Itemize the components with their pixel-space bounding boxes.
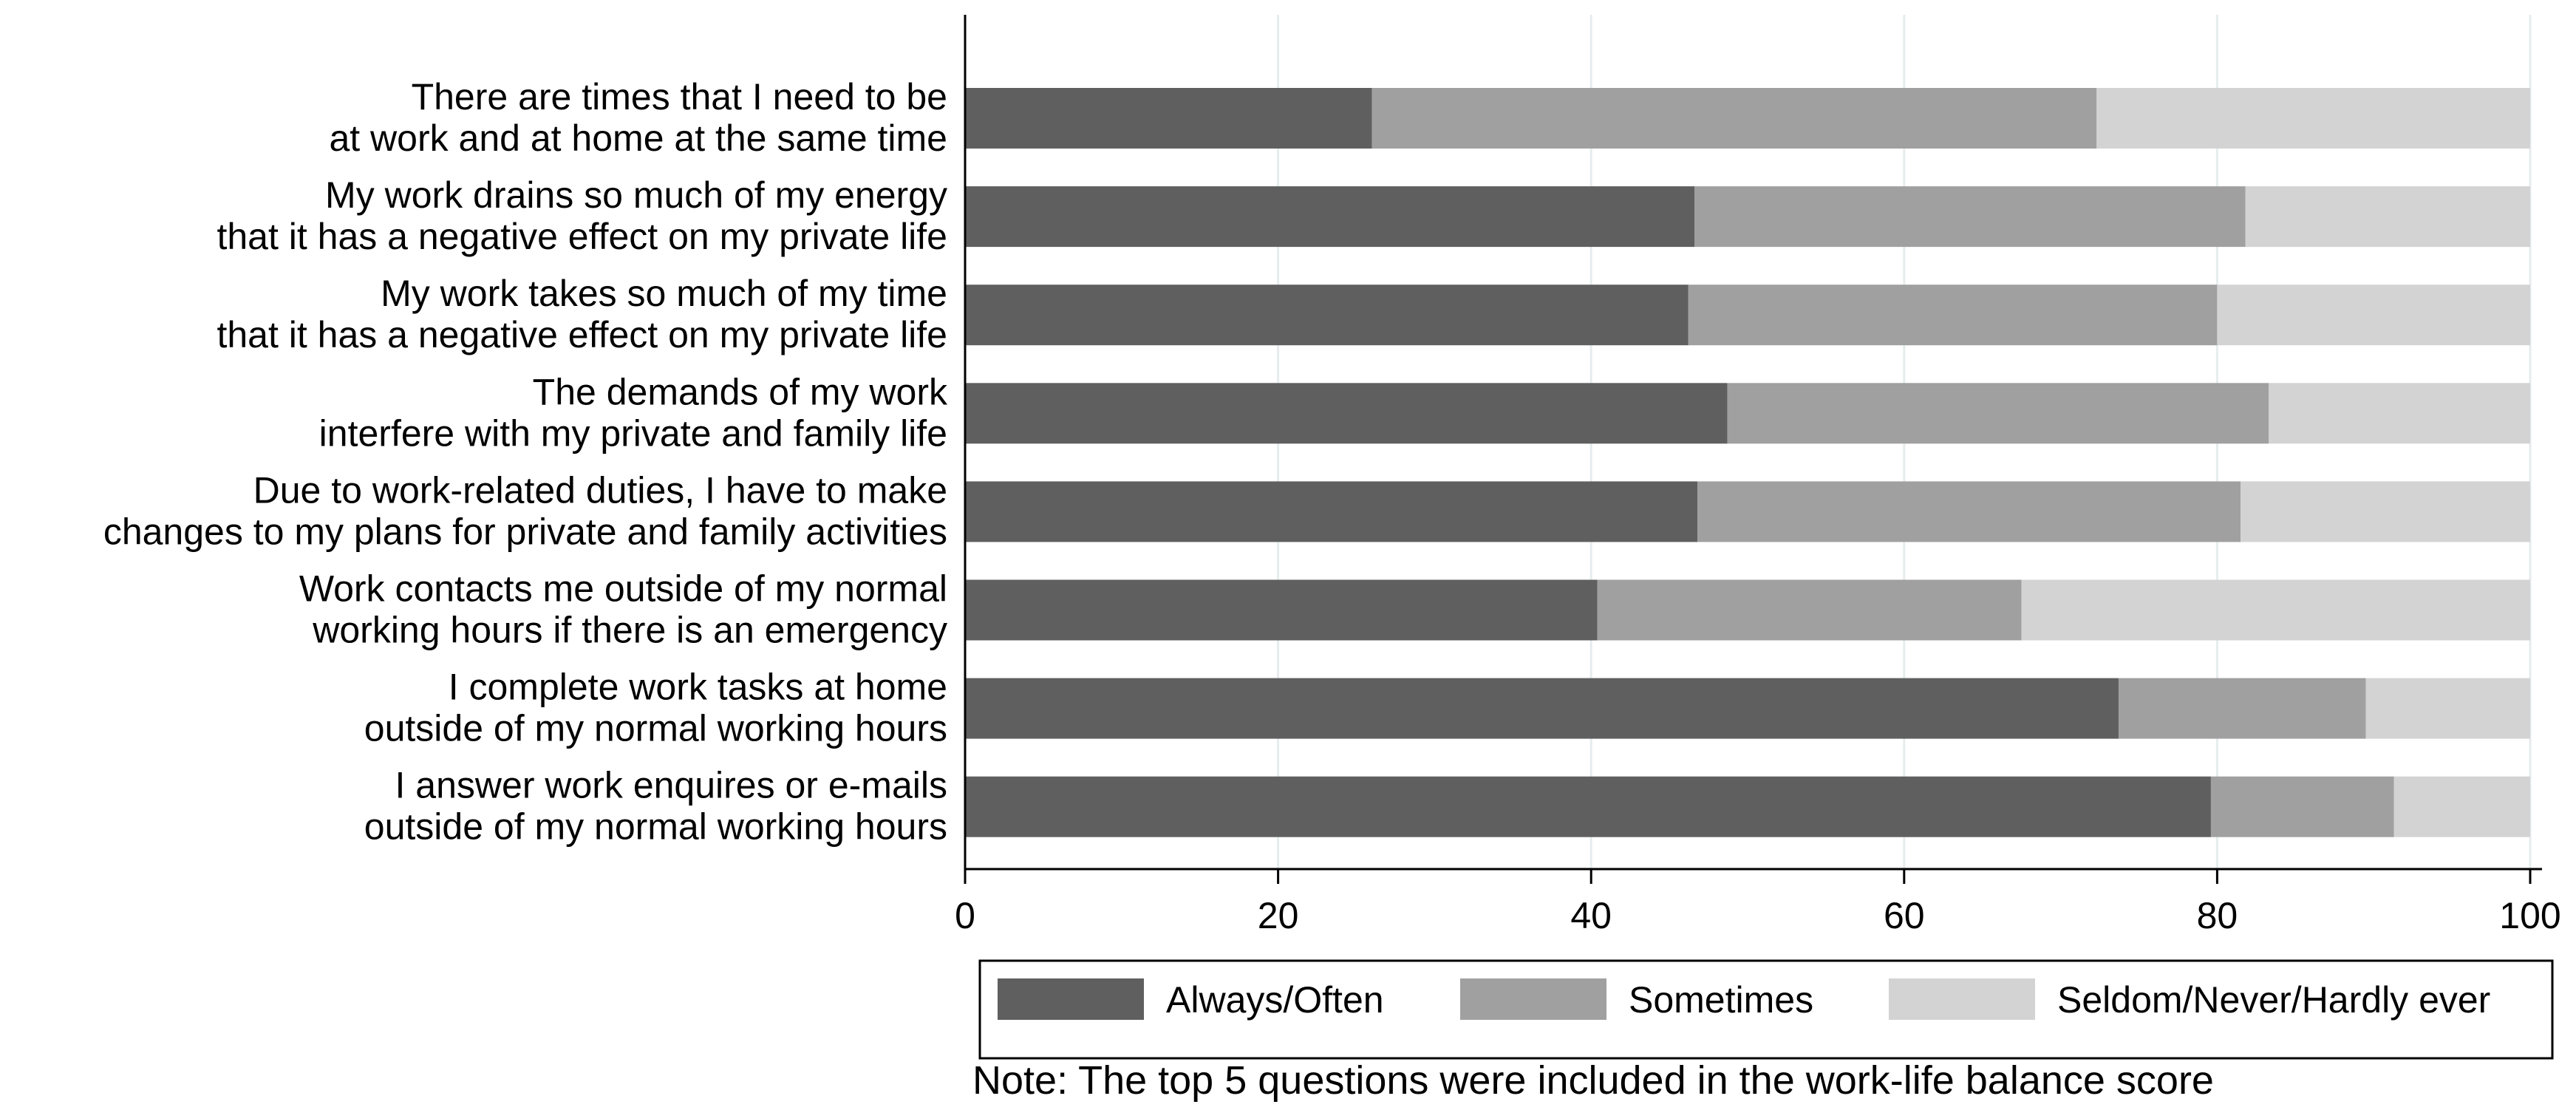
bar-sometimes-6 (1597, 579, 2022, 641)
x-tick-label: 40 (1570, 895, 1612, 936)
bar-always-often-6 (965, 579, 1598, 641)
bar-seldom-never-hardly-ever-6 (2021, 579, 2530, 641)
x-axis-ticks: 0 20 40 60 80 100 (955, 869, 2561, 936)
axes (964, 15, 2542, 871)
bar-always-often-4 (965, 383, 1728, 444)
bar-always-often-1 (965, 88, 1372, 149)
category-label: interfere with my private and family lif… (319, 412, 947, 454)
bar-seldom-never-hardly-ever-2 (2245, 186, 2530, 248)
bar-seldom-never-hardly-ever-1 (2096, 88, 2530, 149)
category-label: at work and at home at the same time (329, 118, 947, 159)
bar-always-often-8 (965, 776, 2211, 837)
x-tick-label: 100 (2499, 895, 2560, 936)
category-label: Due to work-related duties, I have to ma… (253, 469, 947, 511)
x-tick-label: 20 (1258, 895, 1299, 936)
x-tick-label: 80 (2197, 895, 2238, 936)
bar-sometimes-8 (2210, 776, 2394, 837)
bar-always-often-2 (965, 186, 1694, 248)
bar-sometimes-1 (1372, 88, 2097, 149)
legend-box (978, 959, 2554, 1060)
bar-sometimes-3 (1688, 285, 2218, 346)
bar-always-often-3 (965, 285, 1689, 346)
bars (965, 88, 2530, 837)
category-label: I complete work tasks at home (449, 667, 947, 708)
category-label: outside of my normal working hours (364, 708, 947, 749)
legend-label-2: Sometimes (1629, 979, 1813, 1021)
x-tick-label: 0 (955, 895, 975, 936)
category-label: changes to my plans for private and fami… (103, 511, 947, 552)
legend-swatch-3 (1889, 978, 2035, 1020)
category-label: that it has a negative effect on my priv… (217, 314, 947, 355)
category-label: My work takes so much of my time (381, 273, 947, 314)
category-label: I answer work enquires or e-mails (395, 765, 948, 806)
bar-seldom-never-hardly-ever-7 (2365, 678, 2530, 739)
category-label: The demands of my work (533, 371, 948, 412)
bar-always-often-7 (965, 678, 2119, 739)
category-label: Work contacts me outside of my normal (299, 568, 947, 610)
bar-always-often-5 (965, 481, 1698, 542)
bar-seldom-never-hardly-ever-5 (2241, 481, 2530, 542)
bar-seldom-never-hardly-ever-8 (2393, 776, 2530, 837)
category-label: outside of my normal working hours (364, 806, 947, 848)
category-label: There are times that I need to be (412, 76, 947, 118)
bar-sometimes-4 (1727, 383, 2269, 444)
legend-swatch-1 (998, 978, 1144, 1020)
bar-sometimes-5 (1697, 481, 2241, 542)
legend: Always/Often Sometimes Seldom/Never/Hardly… (978, 959, 2554, 1060)
legend-swatch-2 (1460, 978, 1606, 1020)
bar-seldom-never-hardly-ever-3 (2217, 285, 2530, 346)
category-label: that it has a negative effect on my priv… (217, 216, 947, 257)
x-tick-label: 60 (1884, 895, 1925, 936)
category-label: My work drains so much of my energy (325, 174, 947, 216)
chart-note: Note: The top 5 questions were included … (972, 1058, 2214, 1103)
bar-sometimes-2 (1694, 186, 2246, 248)
legend-label-3: Seldom/Never/Hardly ever (2057, 979, 2490, 1021)
bar-seldom-never-hardly-ever-4 (2269, 383, 2530, 444)
bar-sometimes-7 (2118, 678, 2366, 739)
legend-label-1: Always/Often (1166, 979, 1384, 1021)
category-label: working hours if there is an emergency (312, 610, 947, 651)
